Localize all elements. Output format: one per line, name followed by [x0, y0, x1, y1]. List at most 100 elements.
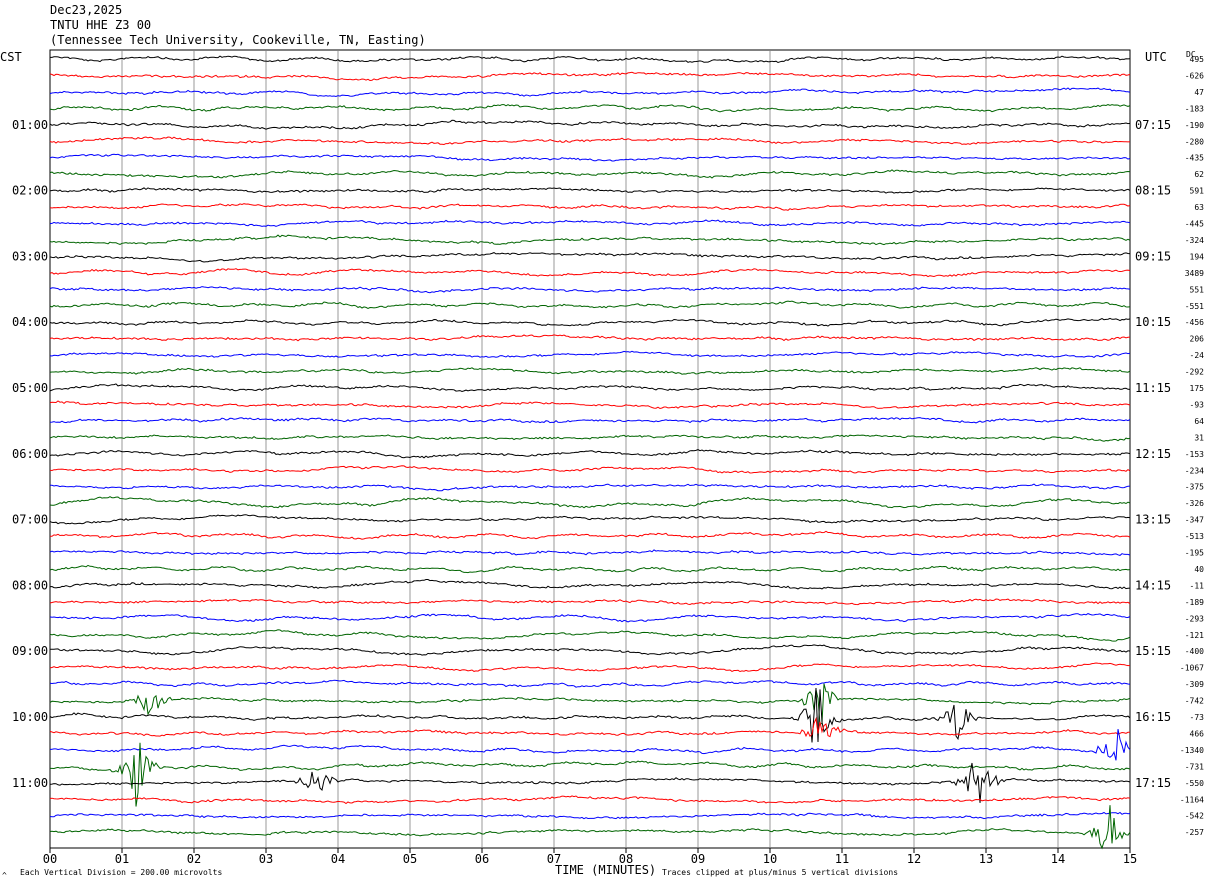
dc-offset-label: -324 [1185, 236, 1204, 245]
right-hour-label: 09:15 [1135, 249, 1171, 263]
seismic-trace-45 [49, 795, 1131, 805]
dc-offset-label: -257 [1185, 828, 1204, 837]
seismic-trace-6 [49, 153, 1131, 162]
seismic-trace-22 [49, 417, 1131, 424]
seismic-trace-34 [49, 613, 1131, 623]
seismic-trace-46 [49, 811, 1131, 820]
seismic-trace-27 [49, 496, 1131, 509]
dc-offset-label: 63 [1194, 203, 1204, 212]
right-hour-label: 13:15 [1135, 513, 1171, 527]
seismic-trace-16 [49, 317, 1131, 327]
dc-offset-label: -195 [1185, 549, 1204, 558]
x-tick-label-00: 00 [43, 852, 57, 866]
x-tick-label-04: 04 [331, 852, 345, 866]
dc-offset-label: -445 [1185, 220, 1204, 229]
dc-header-label: DC [1186, 50, 1196, 59]
header-station: TNTU HHE Z3 00 [50, 18, 152, 32]
seismic-trace-11 [49, 234, 1131, 246]
dc-offset-label: -347 [1185, 516, 1204, 525]
seismic-trace-38 [49, 679, 1131, 688]
seismic-trace-5 [49, 136, 1131, 146]
scale-note: Each Vertical Division = 200.00 microvol… [20, 868, 222, 877]
seismic-trace-20 [49, 383, 1131, 393]
dc-offset-label: -234 [1185, 466, 1204, 475]
x-tick-label-02: 02 [187, 852, 201, 866]
seismic-trace-36 [50, 644, 1131, 656]
left-hour-label: 03:00 [12, 249, 48, 263]
dc-offset-label: 3489 [1185, 269, 1204, 278]
dc-offset-label: 206 [1190, 335, 1205, 344]
dc-offset-label: -456 [1185, 318, 1204, 327]
x-tick-label-14: 14 [1051, 852, 1065, 866]
right-hour-label: 14:15 [1135, 578, 1171, 592]
dc-offset-label: 466 [1190, 729, 1205, 738]
dc-offset-label: -400 [1185, 647, 1204, 656]
seismic-trace-40 [49, 687, 1131, 743]
right-hour-label: 11:15 [1135, 381, 1171, 395]
seismic-trace-17 [49, 334, 1131, 342]
seismic-trace-41 [49, 716, 1131, 738]
dc-offset-label: -190 [1185, 121, 1204, 130]
seismic-trace-29 [50, 530, 1131, 540]
dc-offset-label: -626 [1185, 71, 1204, 80]
right-hour-label: 15:15 [1135, 644, 1171, 658]
dc-offset-label: -551 [1185, 302, 1204, 311]
seismic-trace-28 [49, 514, 1131, 525]
left-hour-label: 08:00 [12, 578, 48, 592]
x-axis-title: TIME (MINUTES) [555, 863, 656, 877]
seismic-trace-44 [49, 762, 1131, 803]
dc-offset-label: -309 [1185, 680, 1204, 689]
seismic-trace-47 [49, 805, 1131, 850]
dc-offset-label: -513 [1185, 532, 1204, 541]
dc-offset-label: -189 [1185, 598, 1204, 607]
x-tick-label-03: 03 [259, 852, 273, 866]
dc-offset-label: 551 [1190, 285, 1205, 294]
left-hour-label: 07:00 [12, 513, 48, 527]
seismic-trace-32 [49, 579, 1131, 590]
right-timezone-label: UTC [1145, 50, 1167, 64]
dc-offset-label: -550 [1185, 779, 1204, 788]
dc-offset-label: -1067 [1180, 664, 1204, 673]
dc-offset-label: -542 [1185, 812, 1204, 821]
seismic-trace-42 [49, 729, 1131, 761]
x-tick-label-01: 01 [115, 852, 129, 866]
dc-offset-label: 175 [1190, 384, 1205, 393]
trace-group [49, 55, 1131, 850]
right-hour-label: 10:15 [1135, 315, 1171, 329]
left-timezone-label: CST [0, 50, 22, 64]
dc-offset-label: 31 [1194, 433, 1204, 442]
seismic-trace-43 [50, 742, 1131, 807]
seismic-trace-18 [49, 350, 1131, 358]
x-tick-label-07: 07 [547, 852, 561, 866]
left-hour-label: 06:00 [12, 447, 48, 461]
left-hour-label: 11:00 [12, 776, 48, 790]
x-tick-label-09: 09 [691, 852, 705, 866]
clip-note: Traces clipped at plus/minus 5 vertical … [662, 868, 898, 877]
left-hour-label: 02:00 [12, 184, 48, 198]
dc-offset-label: -1340 [1180, 746, 1204, 755]
x-tick-label-11: 11 [835, 852, 849, 866]
x-tick-label-12: 12 [907, 852, 921, 866]
seismic-trace-15 [49, 300, 1131, 309]
dc-offset-label: -742 [1185, 697, 1204, 706]
dc-offset-label: -1164 [1180, 795, 1204, 804]
seismic-trace-21 [49, 400, 1131, 410]
plot-frame [49, 49, 1131, 849]
seismic-trace-39 [49, 683, 1131, 726]
dc-offset-label: 62 [1194, 170, 1204, 179]
dc-offset-label: -326 [1185, 499, 1204, 508]
seismic-trace-33 [49, 598, 1131, 606]
x-tick-label-13: 13 [979, 852, 993, 866]
seismic-trace-3 [49, 104, 1131, 113]
seismic-trace-0 [50, 55, 1131, 64]
left-hour-label: 01:00 [12, 118, 48, 132]
right-hour-label: 17:15 [1135, 776, 1171, 790]
seismic-trace-23 [49, 434, 1131, 442]
label-group: CST UTC DC TIME (MINUTES) Each Vertical … [0, 50, 1204, 880]
seismic-trace-19 [49, 367, 1131, 375]
right-hour-label: 08:15 [1135, 184, 1171, 198]
header-date: Dec23,2025 [50, 3, 123, 17]
header-location: (Tennessee Tech University, Cookeville, … [50, 33, 426, 47]
x-tick-label-08: 08 [619, 852, 633, 866]
right-hour-label: 07:15 [1135, 118, 1171, 132]
